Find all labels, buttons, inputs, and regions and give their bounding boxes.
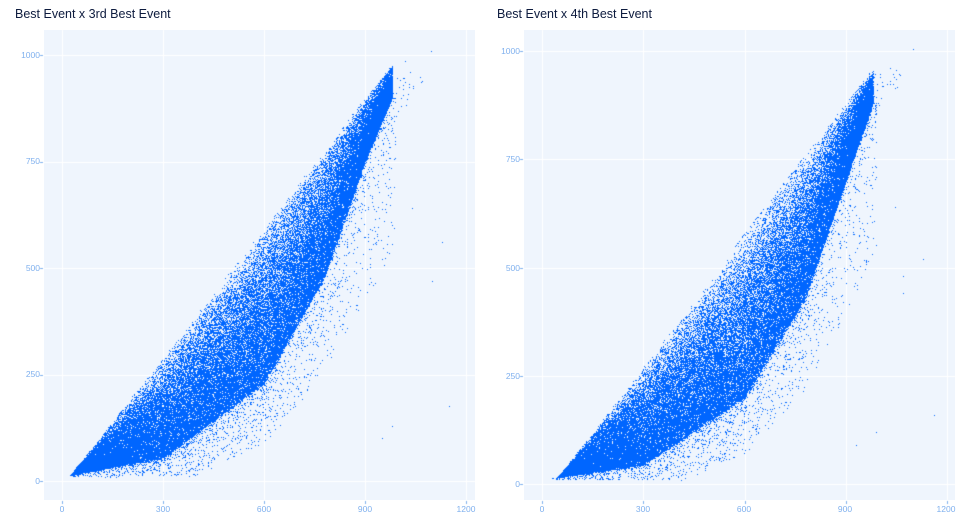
x-tick-label: 600 [256, 504, 272, 514]
x-tick-label: 300 [635, 504, 651, 514]
y-tick-label: 0 [35, 476, 40, 486]
y-tick-label: 750 [505, 154, 520, 164]
y-tick-label: 500 [25, 263, 40, 273]
x-tick-label: 900 [357, 504, 373, 514]
x-tick-label: 600 [736, 504, 752, 514]
y-tick-label: 250 [25, 369, 40, 379]
y-tick-label: 250 [505, 371, 520, 381]
chart-panel-4th: Best Event x 4th Best Event 1000 750 500… [480, 0, 960, 516]
y-tick-label: 500 [505, 263, 520, 273]
x-tick-label: 300 [155, 504, 171, 514]
scatter-plot [0, 0, 480, 516]
x-tick-label: 0 [539, 504, 545, 514]
y-tick-label: 0 [515, 479, 520, 489]
scatter-plot [480, 0, 960, 516]
y-tick-label: 1000 [501, 46, 520, 56]
y-tick-label: 750 [25, 156, 40, 166]
y-tick-label: 1000 [21, 50, 40, 60]
chart-panel-3rd: Best Event x 3rd Best Event 1000 750 500… [0, 0, 480, 516]
x-tick-label: 1200 [456, 504, 476, 514]
x-tick-label: 900 [837, 504, 853, 514]
x-tick-label: 1200 [936, 504, 956, 514]
x-tick-label: 0 [59, 504, 65, 514]
